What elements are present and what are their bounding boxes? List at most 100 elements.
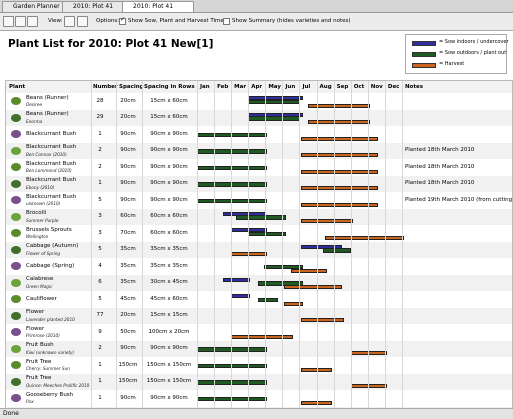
- number-cell: 2: [98, 147, 102, 153]
- column-header: Spacing: [119, 84, 144, 90]
- plant-icon: [11, 212, 21, 221]
- number-cell: 77: [96, 312, 104, 318]
- time-bar: [301, 202, 379, 207]
- legend-label: = Sow outdoors / plant out: [439, 50, 507, 56]
- spacing-cell: 90cm: [120, 345, 136, 351]
- legend-swatch: [412, 41, 436, 46]
- time-bar: [236, 215, 287, 220]
- save-button[interactable]: [15, 16, 26, 27]
- time-bar: [323, 248, 351, 253]
- column-line: [142, 81, 143, 409]
- row-spacing-cell: 60cm x 60cm: [150, 213, 188, 219]
- plant-name: Flower: [26, 309, 45, 315]
- column-line: [367, 81, 369, 409]
- number-cell: 9: [98, 328, 102, 335]
- open-button[interactable]: [3, 16, 14, 27]
- legend: = Sow indoors / undercover = Sow outdoors…: [405, 34, 509, 74]
- time-bar: [301, 318, 345, 323]
- plant-icon: [11, 394, 21, 402]
- row-spacing-cell: 90cm x 90cm: [150, 345, 188, 351]
- time-bar: [290, 268, 328, 273]
- spacing-cell: 50cm: [120, 328, 136, 335]
- spacing-cell: 20cm: [120, 114, 136, 120]
- plant-variety: Flower of Spring: [26, 250, 61, 256]
- time-bar: [284, 285, 343, 290]
- time-bar: [301, 169, 379, 174]
- plant-icon: [11, 278, 21, 287]
- time-bar: [325, 235, 404, 240]
- option2-checkbox[interactable]: [223, 18, 230, 25]
- spacing-cell: 90cm: [120, 394, 136, 401]
- column-line: [333, 81, 335, 409]
- time-bar: [350, 351, 387, 356]
- column-header: Mar: [234, 84, 247, 90]
- column-line: [316, 81, 318, 409]
- spacing-cell: 90cm: [120, 130, 136, 137]
- column-header: Aug: [319, 84, 332, 90]
- zoom-in[interactable]: [64, 16, 75, 27]
- option2-label[interactable]: Show Summary (hides varieties and notes): [232, 18, 351, 24]
- time-bar: [284, 301, 304, 306]
- option1-label[interactable]: Show Sow, Plant and Harvest Times: [128, 18, 227, 24]
- number-cell: 2: [98, 163, 102, 170]
- notes-cell: Planted 19th March 2010 (from cuttings): [404, 196, 513, 203]
- number-cell: 1: [98, 130, 102, 137]
- table-row: [6, 258, 512, 276]
- plant-name: Beans (Runner): [26, 111, 69, 117]
- row-spacing-cell: 15cm x 60cm: [150, 114, 188, 120]
- plant-icon: [11, 179, 21, 188]
- column-header: Dec: [387, 84, 400, 90]
- spacing-cell: 150cm: [118, 361, 138, 368]
- column-line: [116, 81, 117, 409]
- number-cell: 2: [98, 345, 102, 351]
- column-line: [231, 81, 233, 409]
- plant-name: Blackcurrant Bush: [26, 144, 77, 150]
- spacing-cell: 150cm: [118, 378, 138, 384]
- plant-name: Flower: [26, 325, 45, 332]
- plant-icon: [11, 229, 21, 237]
- time-bar: [301, 136, 379, 141]
- time-bar: [197, 347, 268, 352]
- row-spacing-cell: 15cm x 15cm: [150, 312, 188, 318]
- plant-name: Cabbage (Autumn): [26, 243, 79, 249]
- legend-label: = Sow indoors / undercover: [439, 39, 509, 45]
- column-header: Apr: [251, 84, 263, 90]
- plant-variety: Enorma: [26, 118, 43, 124]
- time-bar: [248, 99, 300, 105]
- number-cell: 4: [98, 262, 102, 269]
- plant-name: Calabrese: [26, 276, 54, 282]
- column-line: [197, 81, 198, 409]
- spacing-cell: 90cm: [120, 147, 136, 153]
- tab[interactable]: 2010: Plot 41 New[1]: [122, 1, 194, 20]
- number-cell: 28: [96, 97, 104, 104]
- time-bar: [231, 252, 268, 257]
- plant-variety: Primrose (2010): [26, 333, 60, 338]
- plant-icon: [11, 97, 21, 105]
- print-button[interactable]: [27, 16, 38, 27]
- plant-variety: Cherry: Summer Sun: [26, 366, 70, 371]
- row-spacing-cell: 90cm x 90cm: [150, 196, 188, 203]
- number-cell: 5: [98, 196, 102, 203]
- option1-checkbox[interactable]: ✓: [119, 16, 126, 25]
- spacing-cell: 35cm: [120, 262, 136, 269]
- row-spacing-cell: 90cm x 90cm: [150, 130, 188, 137]
- time-bar: [301, 153, 379, 158]
- plant-variety: Green Magic: [26, 283, 53, 289]
- plant-variety: Wellington: [26, 234, 49, 239]
- plant-table: Plant Number Spacing Spacing in Rows Jan Feb M…: [5, 80, 513, 409]
- row-spacing-cell: 35cm x 35cm: [150, 246, 188, 252]
- page-title: Plant List for 2010: Plot 41 New[1]: [8, 38, 214, 50]
- plant-variety: Ebony (2010): [26, 184, 55, 190]
- row-spacing-cell: 45cm x 60cm: [150, 295, 188, 302]
- number-cell: 5: [98, 246, 102, 252]
- column-header: Number: [93, 84, 118, 90]
- zoom-out[interactable]: [77, 16, 88, 27]
- spacing-cell: 60cm: [120, 213, 136, 219]
- time-bar: [301, 186, 379, 191]
- row-spacing-cell: 90cm x 90cm: [150, 180, 188, 186]
- time-bar: [197, 198, 268, 204]
- column-line: [401, 81, 403, 409]
- plant-variety: unknown (2010): [26, 201, 61, 206]
- row-spacing-cell: 150cm x 150cm: [146, 378, 192, 384]
